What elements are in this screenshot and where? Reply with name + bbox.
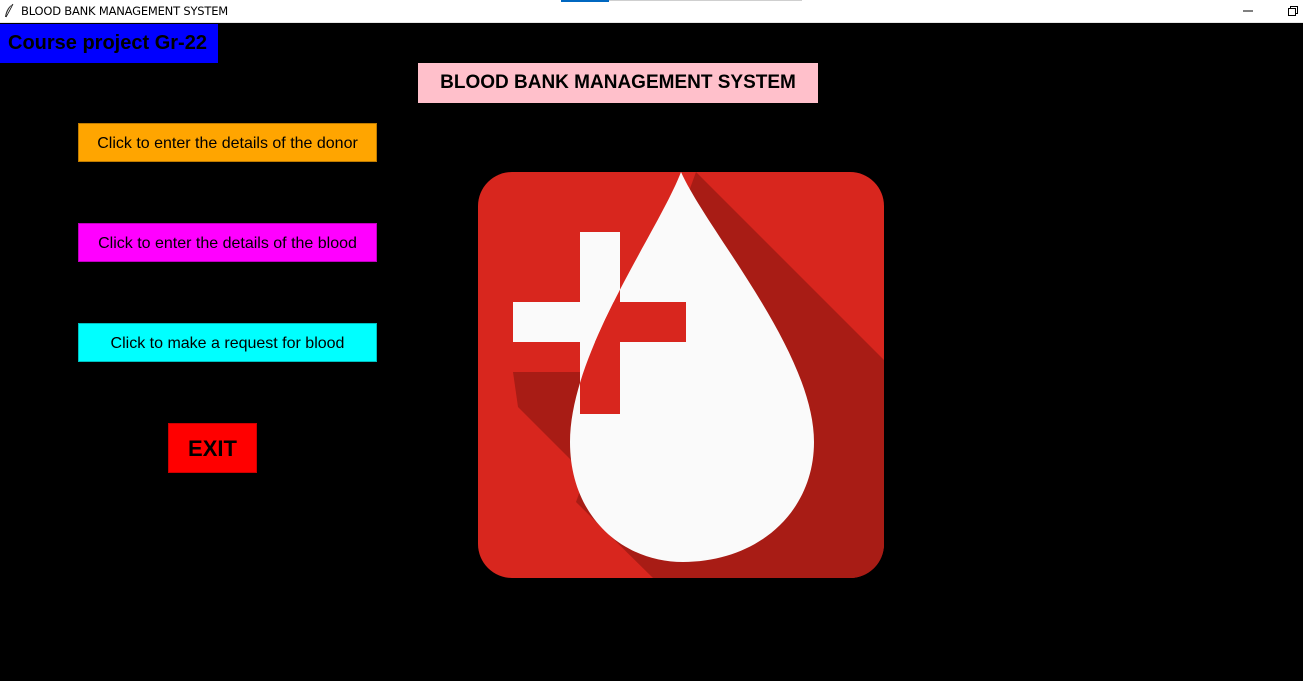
- logo: [478, 172, 884, 578]
- page-title: BLOOD BANK MANAGEMENT SYSTEM: [418, 63, 818, 103]
- minimize-button[interactable]: [1228, 0, 1268, 22]
- taskbar-accent: [561, 0, 609, 2]
- exit-button[interactable]: EXIT: [168, 423, 257, 473]
- window-titlebar: BLOOD BANK MANAGEMENT SYSTEM: [0, 0, 1303, 23]
- restore-icon: [1288, 6, 1298, 16]
- feather-icon: [3, 3, 15, 19]
- blood-details-button[interactable]: Click to enter the details of the blood: [78, 223, 377, 262]
- blood-drop-plus-icon: [478, 172, 884, 578]
- taskbar-divider: [609, 0, 802, 1]
- minimize-icon: [1243, 10, 1253, 12]
- course-label: Course project Gr-22: [0, 24, 218, 63]
- donor-details-button[interactable]: Click to enter the details of the donor: [78, 123, 377, 162]
- blood-request-button[interactable]: Click to make a request for blood: [78, 323, 377, 362]
- window-title: BLOOD BANK MANAGEMENT SYSTEM: [21, 4, 228, 18]
- restore-button[interactable]: [1273, 0, 1303, 22]
